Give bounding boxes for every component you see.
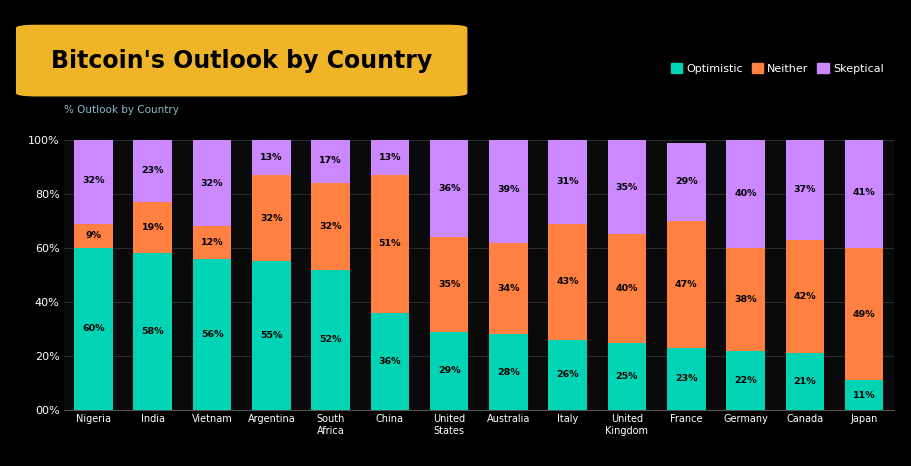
Text: 36%: 36% bbox=[437, 184, 460, 193]
Bar bbox=[311, 269, 350, 410]
Text: 55%: 55% bbox=[260, 331, 282, 340]
Text: 35%: 35% bbox=[437, 280, 460, 289]
Text: 38%: 38% bbox=[733, 295, 756, 304]
Text: 32%: 32% bbox=[260, 214, 282, 223]
Text: 43%: 43% bbox=[556, 277, 578, 286]
Text: 9%: 9% bbox=[86, 231, 101, 240]
Bar bbox=[548, 340, 587, 410]
Bar bbox=[429, 332, 468, 410]
Bar bbox=[192, 259, 231, 410]
Bar bbox=[844, 137, 883, 248]
Bar bbox=[666, 221, 705, 348]
Text: 47%: 47% bbox=[674, 280, 697, 289]
Text: 26%: 26% bbox=[556, 370, 578, 379]
Text: 21%: 21% bbox=[793, 377, 815, 386]
Bar bbox=[192, 140, 231, 226]
Bar bbox=[844, 248, 883, 380]
Bar bbox=[311, 183, 350, 269]
Text: 19%: 19% bbox=[141, 223, 164, 232]
Text: 28%: 28% bbox=[496, 368, 519, 377]
Bar bbox=[844, 380, 883, 410]
Text: 23%: 23% bbox=[141, 166, 164, 175]
Text: 29%: 29% bbox=[437, 366, 460, 376]
Text: 56%: 56% bbox=[200, 330, 223, 339]
Bar bbox=[725, 350, 764, 410]
Bar bbox=[133, 202, 172, 254]
Bar bbox=[370, 175, 409, 313]
Bar bbox=[548, 224, 587, 340]
Bar bbox=[488, 335, 527, 410]
Bar bbox=[488, 137, 527, 242]
Text: 49%: 49% bbox=[852, 309, 875, 319]
FancyBboxPatch shape bbox=[16, 25, 467, 96]
Bar bbox=[607, 140, 646, 234]
Text: 31%: 31% bbox=[556, 177, 578, 186]
Bar bbox=[74, 137, 113, 224]
Bar bbox=[370, 313, 409, 410]
Bar bbox=[74, 248, 113, 410]
Bar bbox=[251, 140, 291, 175]
Bar bbox=[370, 140, 409, 175]
Bar bbox=[725, 248, 764, 350]
Text: 37%: 37% bbox=[793, 185, 815, 194]
Bar bbox=[251, 175, 291, 261]
Bar bbox=[784, 140, 824, 240]
Text: 23%: 23% bbox=[674, 375, 697, 384]
Bar bbox=[666, 348, 705, 410]
Text: 39%: 39% bbox=[496, 185, 519, 194]
Bar bbox=[311, 137, 350, 183]
Text: 13%: 13% bbox=[260, 153, 282, 162]
Text: 35%: 35% bbox=[615, 183, 638, 192]
Bar bbox=[607, 234, 646, 343]
Bar bbox=[429, 140, 468, 237]
Text: 41%: 41% bbox=[852, 188, 875, 197]
Text: 12%: 12% bbox=[200, 238, 223, 247]
Text: 29%: 29% bbox=[674, 177, 697, 186]
Bar bbox=[607, 343, 646, 410]
Text: Bitcoin's Outlook by Country: Bitcoin's Outlook by Country bbox=[51, 48, 432, 73]
Bar bbox=[133, 140, 172, 202]
Text: 51%: 51% bbox=[378, 240, 401, 248]
Text: 11%: 11% bbox=[852, 391, 875, 400]
Bar bbox=[74, 224, 113, 248]
Text: 42%: 42% bbox=[793, 292, 815, 301]
Text: 32%: 32% bbox=[319, 222, 342, 231]
Bar bbox=[784, 240, 824, 353]
Legend: Optimistic, Neither, Skeptical: Optimistic, Neither, Skeptical bbox=[665, 59, 887, 78]
Text: 52%: 52% bbox=[319, 336, 342, 344]
Text: 36%: 36% bbox=[378, 357, 401, 366]
Text: 25%: 25% bbox=[615, 372, 638, 381]
Bar bbox=[429, 237, 468, 332]
Bar bbox=[192, 226, 231, 259]
Text: 40%: 40% bbox=[615, 284, 638, 293]
Text: 22%: 22% bbox=[733, 376, 756, 385]
Text: 34%: 34% bbox=[496, 284, 519, 293]
Text: 32%: 32% bbox=[82, 176, 105, 185]
Bar bbox=[666, 143, 705, 221]
Bar bbox=[488, 242, 527, 335]
Text: 60%: 60% bbox=[82, 324, 105, 334]
Bar bbox=[251, 261, 291, 410]
Bar bbox=[725, 140, 764, 248]
Bar bbox=[133, 254, 172, 410]
Text: % Outlook by Country: % Outlook by Country bbox=[64, 105, 179, 115]
Text: 32%: 32% bbox=[200, 178, 223, 187]
Bar bbox=[548, 140, 587, 224]
Bar bbox=[784, 353, 824, 410]
Text: 13%: 13% bbox=[378, 153, 401, 162]
Text: 58%: 58% bbox=[141, 327, 164, 336]
Text: 17%: 17% bbox=[319, 156, 342, 164]
Text: 40%: 40% bbox=[733, 189, 756, 199]
